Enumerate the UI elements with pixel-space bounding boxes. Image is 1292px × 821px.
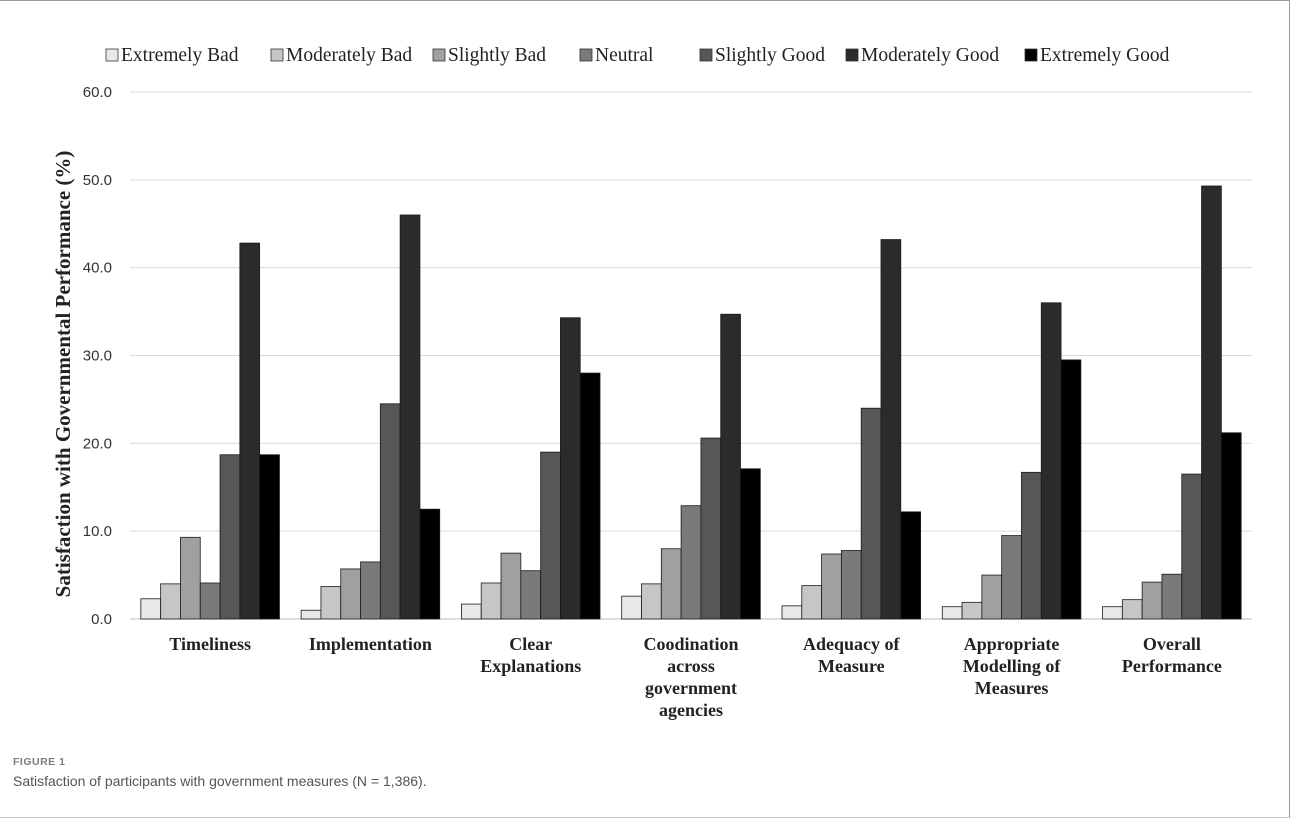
bar bbox=[520, 570, 542, 620]
y-tick-label: 40.0 bbox=[83, 260, 112, 277]
bar bbox=[140, 598, 162, 620]
bar bbox=[1102, 606, 1123, 620]
legend-label: Neutral bbox=[595, 45, 654, 66]
category-labels: Timeliness Implementation Clear Explanation… bbox=[169, 634, 1222, 720]
legend-swatch bbox=[270, 48, 284, 62]
y-tick-label: 50.0 bbox=[83, 172, 112, 189]
bar bbox=[1001, 535, 1022, 620]
bar bbox=[700, 437, 722, 620]
bar bbox=[660, 548, 682, 620]
bar bbox=[1040, 302, 1062, 620]
bar bbox=[821, 553, 842, 620]
legend-label: Extremely Bad bbox=[121, 45, 239, 66]
legend-swatch bbox=[105, 48, 119, 62]
legend-swatch bbox=[432, 48, 446, 62]
legend-swatch bbox=[1024, 48, 1038, 62]
bar bbox=[1141, 581, 1163, 620]
legend-label: Slightly Good bbox=[715, 45, 825, 66]
bar bbox=[579, 372, 601, 620]
bar bbox=[300, 609, 322, 620]
bar bbox=[360, 561, 381, 620]
bar bbox=[219, 454, 241, 620]
bar bbox=[1060, 359, 1082, 620]
bar bbox=[621, 595, 642, 620]
bar bbox=[840, 550, 862, 620]
figure-caption: Satisfaction of participants with govern… bbox=[13, 773, 427, 789]
category-label: Clear Explanations bbox=[480, 634, 581, 676]
legend-label: Slightly Bad bbox=[448, 45, 546, 66]
bar bbox=[1021, 471, 1042, 620]
category-label: Timeliness bbox=[169, 634, 251, 654]
bar bbox=[860, 407, 882, 620]
bar bbox=[880, 239, 902, 620]
bar bbox=[981, 574, 1003, 620]
bar bbox=[961, 601, 983, 620]
category-label: Overall Performance bbox=[1122, 634, 1222, 676]
bar bbox=[320, 586, 342, 620]
bar-chart: Extremely Bad Moderately Bad Slightly Bad N… bbox=[51, 45, 1252, 720]
bar bbox=[680, 505, 702, 620]
category-label: Appropriate Modelling of Measures bbox=[963, 634, 1062, 698]
bar bbox=[239, 242, 261, 620]
bar bbox=[560, 317, 581, 620]
bar bbox=[900, 511, 921, 620]
legend: Extremely Bad Moderately Bad Slightly Bad N… bbox=[105, 45, 1170, 66]
bar bbox=[180, 536, 201, 620]
category-label: Adequacy of Measure bbox=[803, 634, 901, 676]
legend-swatch bbox=[845, 48, 859, 62]
y-tick-labels: 0.0 10.0 20.0 30.0 40.0 50.0 60.0 bbox=[83, 84, 112, 628]
y-tick-label: 10.0 bbox=[83, 523, 112, 540]
bar bbox=[1181, 473, 1202, 620]
bar bbox=[540, 451, 561, 620]
bar bbox=[259, 454, 280, 620]
legend-label: Extremely Good bbox=[1040, 45, 1170, 66]
y-tick-label: 60.0 bbox=[83, 84, 112, 101]
legend-swatch bbox=[699, 48, 713, 62]
bar bbox=[500, 552, 522, 620]
bar bbox=[941, 606, 963, 620]
bar bbox=[781, 605, 803, 620]
bar bbox=[801, 585, 822, 620]
bars bbox=[140, 185, 1242, 620]
bar bbox=[1220, 432, 1242, 620]
bar bbox=[199, 582, 221, 620]
bar bbox=[1121, 599, 1143, 620]
bar bbox=[740, 468, 761, 620]
bar bbox=[379, 403, 401, 620]
bar bbox=[1201, 185, 1222, 620]
bar bbox=[461, 603, 482, 620]
bar bbox=[1161, 573, 1183, 620]
bar bbox=[641, 583, 662, 620]
bar bbox=[720, 313, 741, 620]
figure-label: FIGURE 1 bbox=[13, 756, 66, 768]
y-tick-label: 30.0 bbox=[83, 348, 112, 365]
bar bbox=[399, 214, 421, 620]
bar bbox=[340, 568, 361, 620]
bar bbox=[480, 582, 502, 620]
legend-label: Moderately Good bbox=[861, 45, 999, 66]
category-label: Coodination across government agencies bbox=[643, 634, 738, 720]
y-tick-label: 20.0 bbox=[83, 435, 112, 452]
legend-swatch bbox=[579, 48, 593, 62]
bar bbox=[419, 508, 441, 620]
category-label: Implementation bbox=[309, 634, 432, 654]
y-tick-label: 0.0 bbox=[91, 611, 112, 628]
y-axis-label: Satisfaction with Governmental Performan… bbox=[51, 151, 75, 598]
legend-label: Moderately Bad bbox=[286, 45, 412, 66]
bar bbox=[160, 583, 181, 620]
